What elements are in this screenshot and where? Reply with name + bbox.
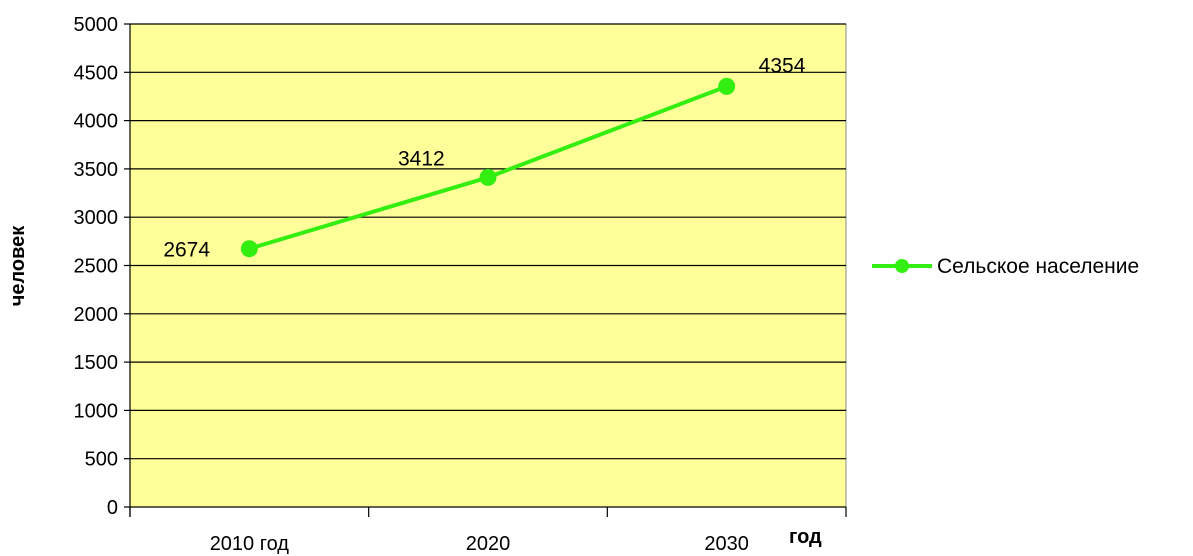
data-label: 4354	[759, 54, 806, 77]
data-label: 3412	[398, 147, 445, 170]
data-label: 2674	[163, 239, 210, 262]
y-tick-label: 1000	[74, 400, 119, 422]
y-tick-label: 4500	[74, 62, 119, 84]
series-layer	[240, 77, 736, 258]
y-axis-title: человек	[7, 225, 29, 307]
legend-point-marker	[895, 259, 909, 273]
y-tick-label: 4000	[74, 111, 119, 133]
x-axis-title: год	[789, 526, 822, 548]
y-axis: 0 500 1000 1500 2000 2500 3000 3500 4000 4500 5000	[74, 14, 131, 519]
data-point	[718, 77, 736, 95]
y-tick-label: 3500	[74, 159, 119, 181]
y-tick-label: 0	[107, 497, 118, 519]
y-tick-label: 5000	[74, 14, 119, 36]
y-tick-label: 2000	[74, 304, 119, 326]
x-tick-label: 2030	[704, 533, 749, 555]
legend: Сельское население	[872, 255, 1139, 278]
y-tick-label: 3000	[74, 207, 119, 229]
data-point	[240, 240, 258, 258]
x-tick-label: 2020	[466, 533, 511, 555]
data-labels-layer: 2674 3412 4354	[163, 54, 805, 261]
y-tick-label: 2500	[74, 256, 119, 278]
gridlines	[130, 23, 846, 460]
y-tick-label: 500	[85, 449, 118, 471]
legend-label: Сельское население	[937, 255, 1139, 278]
y-tick-label: 1500	[74, 352, 119, 374]
x-tick-label: 2010 год	[210, 533, 290, 555]
x-axis: 2010 год 2020 2030	[129, 506, 847, 555]
data-point	[479, 168, 497, 186]
